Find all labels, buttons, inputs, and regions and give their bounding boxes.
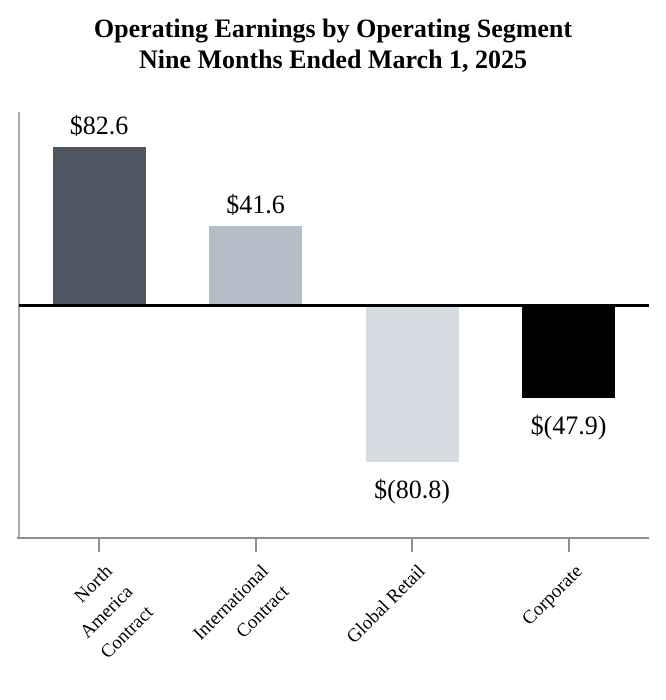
bar-value-label-north-america-contract: $82.6 bbox=[69, 111, 129, 140]
x-axis-line bbox=[17, 537, 649, 539]
x-axis-tick-international-contract bbox=[254, 539, 257, 552]
bar-value-label-global-retail: $(80.8) bbox=[374, 475, 450, 504]
x-axis-tick-north-america-contract bbox=[98, 539, 100, 552]
x-axis-label-corporate: Corporate bbox=[517, 560, 587, 630]
x-axis-label-global-retail: Global Retail bbox=[342, 560, 430, 648]
x-axis-tick-global-retail bbox=[411, 539, 413, 552]
x-axis-tick-corporate bbox=[567, 539, 570, 552]
bar-value-label-corporate: $(47.9) bbox=[530, 411, 607, 440]
zero-baseline bbox=[19, 304, 649, 307]
y-axis-line bbox=[18, 112, 20, 539]
bar-global-retail bbox=[365, 306, 459, 462]
bar-corporate bbox=[522, 306, 615, 398]
bar-north-america-contract bbox=[52, 147, 146, 306]
chart-title-block: Operating Earnings by Operating Segment … bbox=[0, 13, 666, 75]
chart-title: Operating Earnings by Operating Segment bbox=[93, 14, 573, 43]
bar-international-contract bbox=[209, 226, 302, 306]
bar-value-label-international-contract: $41.6 bbox=[226, 190, 285, 219]
chart-subtitle: Nine Months Ended March 1, 2025 bbox=[138, 45, 528, 74]
x-axis-label-international-contract: International Contract bbox=[189, 560, 294, 645]
x-axis-label-north-america-contract: North America Contract bbox=[70, 560, 158, 663]
